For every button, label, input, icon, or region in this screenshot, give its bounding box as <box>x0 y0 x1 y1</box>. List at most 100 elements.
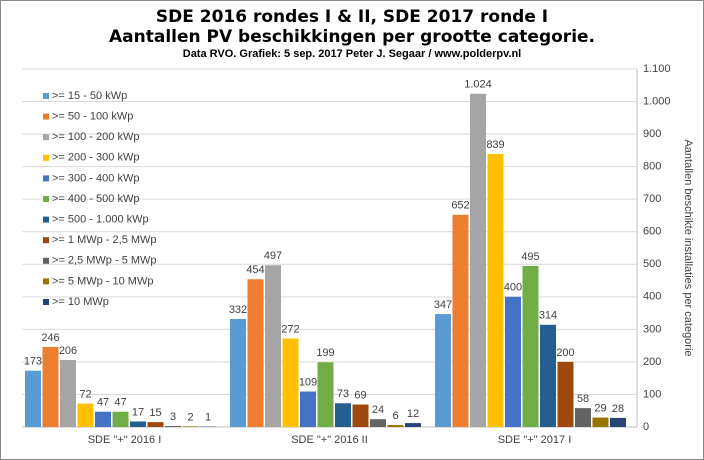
y-tick-label: 700 <box>643 193 661 205</box>
bar <box>335 403 351 427</box>
bar <box>130 421 146 427</box>
legend-swatch <box>43 216 49 223</box>
data-label: 29 <box>594 402 606 414</box>
data-label: 314 <box>539 310 557 322</box>
bar <box>265 265 281 427</box>
legend-label: >= 1 MWp - 2,5 MWp <box>52 234 157 246</box>
bar <box>60 359 76 427</box>
data-label: 400 <box>504 282 522 294</box>
bar <box>182 426 199 427</box>
data-label: 2 <box>187 411 193 423</box>
bar <box>575 408 591 427</box>
data-label: 24 <box>372 404 384 416</box>
legend-label: >= 2,5 MWp - 5 MWp <box>52 255 157 267</box>
data-label: 839 <box>486 139 504 151</box>
data-label: 47 <box>114 397 126 409</box>
bar <box>470 93 486 427</box>
legend-swatch <box>43 175 49 182</box>
bar <box>370 419 386 427</box>
bar <box>112 411 129 427</box>
data-label: 1 <box>205 412 211 424</box>
legend-swatch <box>43 93 49 99</box>
data-label: 69 <box>354 389 366 401</box>
data-label: 199 <box>316 347 334 359</box>
data-label: 28 <box>612 403 624 415</box>
bar <box>147 422 164 427</box>
y-tick-label: 100 <box>643 388 661 400</box>
y-tick-label: 300 <box>643 323 661 335</box>
x-tick-label: SDE "+" 2017 I <box>498 434 572 446</box>
chart-subtitle: Data RVO. Grafiek: 5 sep. 2017 Peter J. … <box>183 48 522 60</box>
y-axis-label: Aantallen beschikte installaties per cat… <box>682 139 694 356</box>
legend-label: >= 300 - 400 kWp <box>52 172 139 184</box>
bar <box>247 279 264 427</box>
data-label: 72 <box>79 388 91 400</box>
data-label: 6 <box>392 410 398 422</box>
bar <box>25 370 41 427</box>
bar <box>557 361 574 427</box>
data-label: 347 <box>434 299 452 311</box>
y-tick-label: 800 <box>643 161 661 173</box>
y-tick-label: 900 <box>643 128 661 140</box>
bar <box>230 318 246 427</box>
x-tick-label: SDE "+" 2016 II <box>291 434 368 446</box>
bar <box>352 404 369 427</box>
data-label: 200 <box>556 347 574 359</box>
bar <box>282 338 299 427</box>
y-tick-label: 200 <box>643 356 661 368</box>
legend-swatch <box>43 113 49 120</box>
data-label: 246 <box>41 332 59 344</box>
legend-label: >= 10 MWp <box>52 296 109 308</box>
data-label: 497 <box>264 250 282 262</box>
x-tick-label: SDE "+" 2016 I <box>88 434 162 446</box>
data-label: 454 <box>246 264 264 276</box>
data-label: 1.024 <box>464 79 492 91</box>
bar <box>300 391 316 427</box>
legend-label: >= 200 - 300 kWp <box>52 152 139 164</box>
legend-label: >= 100 - 200 kWp <box>52 131 139 143</box>
bar <box>487 153 504 427</box>
y-tick-label: 1.100 <box>643 63 671 75</box>
data-label: 15 <box>149 407 161 419</box>
data-label: 47 <box>97 397 109 409</box>
legend-swatch <box>43 134 49 141</box>
legend-swatch <box>43 196 49 202</box>
data-label: 652 <box>451 200 469 212</box>
data-label: 173 <box>24 356 42 368</box>
y-tick-label: 600 <box>643 226 661 238</box>
data-label: 73 <box>337 388 349 400</box>
legend-label: >= 15 - 50 kWp <box>52 90 127 102</box>
chart-title: Aantallen PV beschikkingen per grootte c… <box>109 27 595 47</box>
y-tick-label: 1.000 <box>643 95 671 107</box>
bar <box>505 296 521 427</box>
data-label: 495 <box>521 251 539 263</box>
data-label: 12 <box>407 408 419 420</box>
data-label: 206 <box>59 345 77 357</box>
bar <box>95 411 111 427</box>
legend-label: >= 50 - 100 kWp <box>52 111 133 123</box>
legend-swatch <box>43 299 49 305</box>
legend-swatch <box>43 278 49 285</box>
data-label: 332 <box>229 304 247 316</box>
y-tick-label: 400 <box>643 291 661 303</box>
data-label: 58 <box>577 393 589 405</box>
bar <box>42 346 59 427</box>
bar <box>592 417 609 427</box>
data-label: 109 <box>299 376 317 388</box>
chart-title: SDE 2016 rondes I & II, SDE 2017 ronde I <box>156 7 548 27</box>
legend-swatch <box>43 237 49 244</box>
legend-label: >= 400 - 500 kWp <box>52 193 139 205</box>
bar <box>522 265 539 427</box>
bar <box>405 423 421 427</box>
data-label: 272 <box>281 323 299 335</box>
bar <box>540 324 556 427</box>
bar <box>387 425 404 427</box>
bar <box>317 362 334 427</box>
bar <box>610 417 626 427</box>
data-label: 17 <box>132 406 144 418</box>
data-label: 3 <box>170 411 176 423</box>
y-tick-label: 500 <box>643 258 661 270</box>
bar <box>435 314 451 427</box>
